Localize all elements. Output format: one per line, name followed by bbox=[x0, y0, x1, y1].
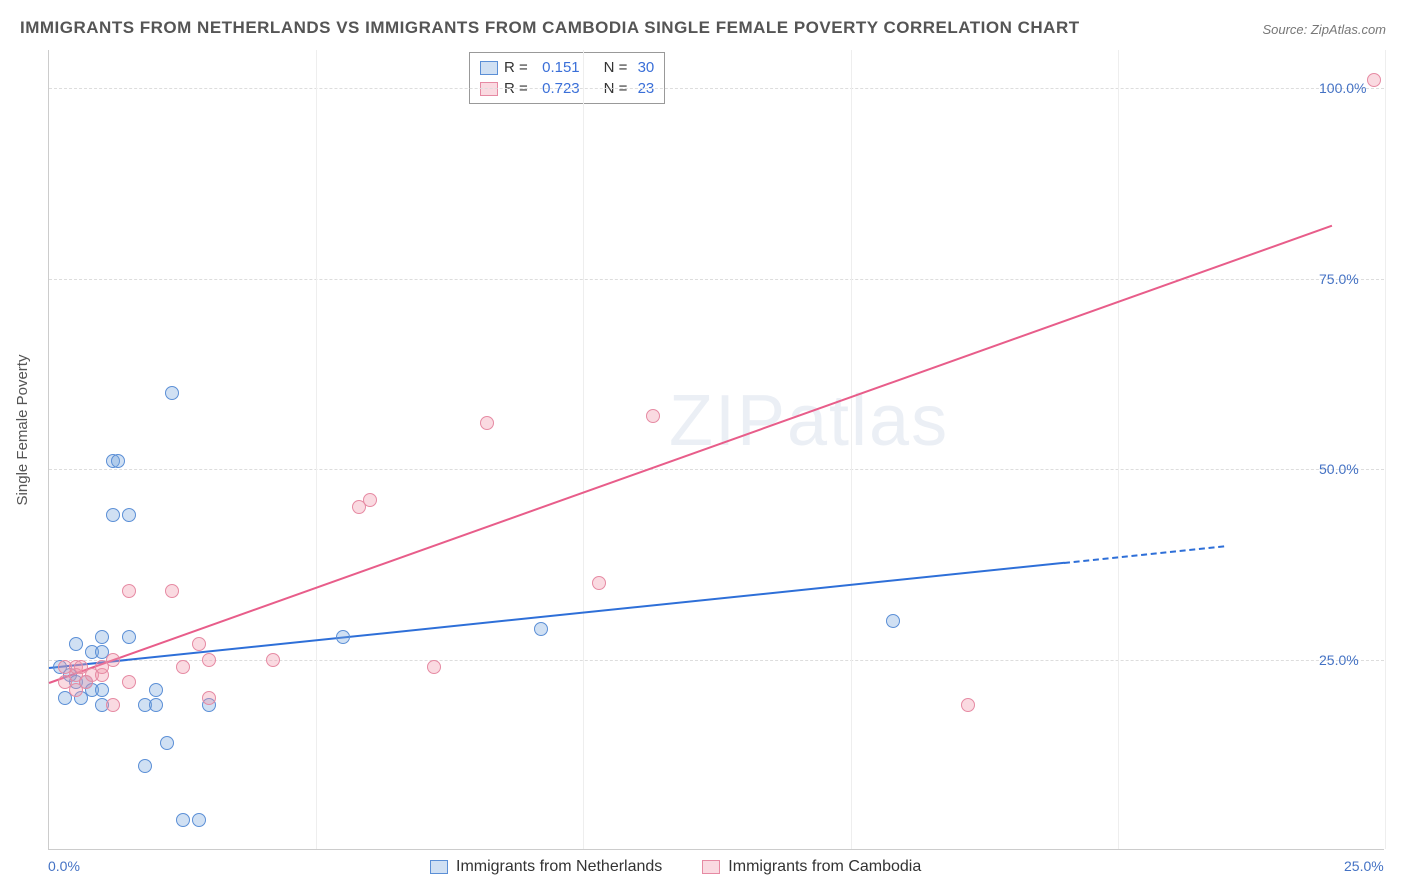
gridline-vertical bbox=[851, 50, 852, 849]
y-tick-label: 75.0% bbox=[1319, 271, 1359, 287]
data-point bbox=[69, 637, 83, 651]
data-point bbox=[106, 653, 120, 667]
legend-label: Immigrants from Netherlands bbox=[456, 858, 662, 876]
data-point bbox=[122, 508, 136, 522]
data-point bbox=[122, 584, 136, 598]
data-point bbox=[961, 698, 975, 712]
source-label: Source: ZipAtlas.com bbox=[1262, 22, 1386, 37]
gridline-vertical bbox=[1118, 50, 1119, 849]
y-tick-label: 50.0% bbox=[1319, 461, 1359, 477]
gridline-vertical bbox=[583, 50, 584, 849]
x-tick-label: 0.0% bbox=[48, 858, 80, 874]
legend-swatch bbox=[702, 860, 720, 874]
y-axis-label: Single Female Poverty bbox=[14, 355, 31, 506]
data-point bbox=[176, 660, 190, 674]
data-point bbox=[427, 660, 441, 674]
data-point bbox=[176, 813, 190, 827]
data-point bbox=[138, 759, 152, 773]
data-point bbox=[202, 691, 216, 705]
gridline-vertical bbox=[316, 50, 317, 849]
trend-line bbox=[49, 562, 1065, 669]
y-tick-label: 25.0% bbox=[1319, 652, 1359, 668]
legend-item: Immigrants from Netherlands bbox=[430, 858, 662, 876]
legend-row: R = 0.151 N = 30 bbox=[480, 57, 654, 78]
gridline-horizontal bbox=[49, 660, 1384, 661]
data-point bbox=[363, 493, 377, 507]
data-point bbox=[160, 736, 174, 750]
gridline-horizontal bbox=[49, 469, 1384, 470]
y-tick-label: 100.0% bbox=[1319, 80, 1366, 96]
trend-line bbox=[49, 225, 1332, 684]
data-point bbox=[95, 630, 109, 644]
data-point bbox=[886, 614, 900, 628]
data-point bbox=[336, 630, 350, 644]
data-point bbox=[149, 698, 163, 712]
data-point bbox=[646, 409, 660, 423]
data-point bbox=[122, 630, 136, 644]
data-point bbox=[111, 454, 125, 468]
data-point bbox=[480, 416, 494, 430]
r-value: 0.151 bbox=[534, 59, 580, 76]
data-point bbox=[592, 576, 606, 590]
chart-container: IMMIGRANTS FROM NETHERLANDS VS IMMIGRANT… bbox=[0, 0, 1406, 892]
correlation-legend: R = 0.151N = 30R = 0.723N = 23 bbox=[469, 52, 665, 104]
data-point bbox=[106, 698, 120, 712]
data-point bbox=[1367, 73, 1381, 87]
plot-area: ZIPatlas R = 0.151N = 30R = 0.723N = 23 … bbox=[48, 50, 1384, 850]
legend-item: Immigrants from Cambodia bbox=[702, 858, 921, 876]
n-label: N = bbox=[604, 59, 628, 76]
data-point bbox=[266, 653, 280, 667]
legend-swatch bbox=[480, 61, 498, 75]
data-point bbox=[192, 637, 206, 651]
data-point bbox=[149, 683, 163, 697]
n-value: 30 bbox=[633, 59, 654, 76]
data-point bbox=[192, 813, 206, 827]
legend-label: Immigrants from Cambodia bbox=[728, 858, 921, 876]
watermark-text: ZIPatlas bbox=[669, 380, 949, 462]
data-point bbox=[95, 683, 109, 697]
x-tick-label: 25.0% bbox=[1344, 858, 1384, 874]
data-point bbox=[165, 584, 179, 598]
gridline-horizontal bbox=[49, 88, 1384, 89]
data-point bbox=[165, 386, 179, 400]
series-legend: Immigrants from Netherlands Immigrants fr… bbox=[430, 858, 921, 876]
gridline-vertical bbox=[1385, 50, 1386, 849]
data-point bbox=[202, 653, 216, 667]
data-point bbox=[106, 508, 120, 522]
r-label: R = bbox=[504, 59, 528, 76]
chart-title: IMMIGRANTS FROM NETHERLANDS VS IMMIGRANT… bbox=[20, 18, 1080, 38]
legend-swatch bbox=[430, 860, 448, 874]
trend-line bbox=[1064, 545, 1225, 564]
data-point bbox=[534, 622, 548, 636]
data-point bbox=[122, 675, 136, 689]
